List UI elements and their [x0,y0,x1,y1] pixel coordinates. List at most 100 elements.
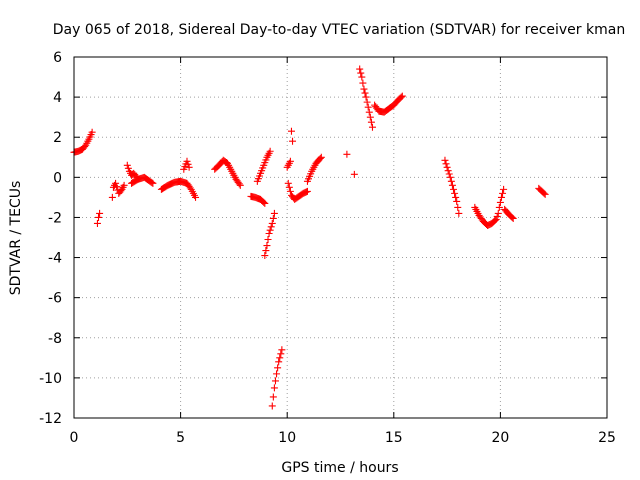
data-point-plus [445,170,453,178]
data-point-plus [368,123,376,131]
y-tick-label: -8 [48,331,62,347]
data-point-plus [263,242,271,250]
data-point-plus [316,154,324,162]
data-point-plus [454,203,462,211]
data-point-plus [271,377,279,385]
data-point-plus [265,229,273,237]
data-point-plus [275,358,283,366]
data-point-plus [268,219,276,227]
data-point-plus [289,137,297,145]
data-point-plus [261,199,269,207]
data-point-plus [93,219,101,227]
data-point-plus [443,163,451,171]
data-point-plus [455,209,463,217]
data-point-plus [112,179,120,187]
y-tick-label: -6 [48,291,62,307]
data-point-plus [95,213,103,221]
data-point-plus [491,216,499,224]
data-point-plus [367,118,375,126]
data-point-plus [343,150,351,158]
data-point-plus [350,170,358,178]
y-tick-label: 6 [53,50,62,66]
data-point-plus [108,193,116,201]
data-point-plus [499,189,507,197]
y-axis-title: SDTVAR / TECUs [8,181,24,296]
data-point-plus [495,203,503,211]
data-point-plus [273,370,281,378]
data-point-plus [363,98,371,106]
data-point-plus [356,65,364,73]
axis-ticks: 0 5 10 15 20 25 -12 -10 -8 -6 -4 -2 0 2 4 6 [39,50,616,446]
x-tick-label: 25 [598,430,616,446]
data-point-plus [266,147,274,155]
data-point-plus [452,193,460,201]
y-tick-label: -12 [39,411,62,427]
y-tick-label: -2 [48,210,62,226]
x-tick-label: 20 [491,430,509,446]
data-point-plus [148,179,156,187]
data-point-plus [358,73,366,81]
y-tick-label: -10 [39,371,62,387]
data-point-plus [397,93,405,101]
data-point-plus [88,128,96,136]
data-point-plus [453,197,461,205]
data-point-plus [447,177,455,185]
data-point-plus [496,198,504,206]
data-point-plus [236,181,244,189]
data-point-plus [317,153,325,161]
data-point-plus [270,384,278,392]
data-point-plus [365,108,373,116]
data-point-plus [286,187,294,195]
data-point-plus [149,179,157,187]
data-point-plus [268,402,276,410]
data-point-plus [113,183,121,191]
data-point-plus [267,223,275,231]
data-point-plus [123,161,131,169]
data-point-plus [359,79,367,87]
data-point-plus [366,113,374,121]
data-point-plus [287,127,295,135]
y-tick-label: 2 [53,130,62,146]
x-tick-label: 0 [70,430,79,446]
data-point-plus [441,156,449,164]
data-point-plus [398,92,406,100]
data-point-plus [286,157,294,165]
data-point-plus [509,214,517,222]
data-point-plus [284,179,292,187]
data-point-plus [262,247,270,255]
chart-title: Day 065 of 2018, Sidereal Day-to-day VTE… [53,22,625,38]
data-point-plus [270,209,278,217]
data-point-plus [303,187,311,195]
data-point-plus [493,212,501,220]
data-point-plus [183,157,191,165]
plot-frame [73,56,608,419]
data-point-plus [277,350,285,358]
data-point-plus [274,364,282,372]
data-point-plus [269,393,277,401]
data-point-plus [497,193,505,201]
data-point-plus [451,189,459,197]
y-tick-label: -4 [48,251,62,267]
x-tick-label: 5 [176,430,185,446]
data-point-plus [508,213,516,221]
data-point-plus [448,181,456,189]
x-axis-title: GPS time / hours [281,460,398,476]
data-point-plus [540,189,548,197]
data-point-plus [500,185,508,193]
data-point-plus [192,193,200,201]
grid [74,57,607,418]
data-point-plus [266,226,274,234]
data-marks [70,65,549,410]
data-point-plus [449,185,457,193]
data-point-plus [492,215,500,223]
data-point-plus [442,160,450,168]
x-tick-label: 10 [278,430,296,446]
data-point-plus [264,236,272,244]
y-tick-label: 0 [53,170,62,186]
data-point-plus [96,209,104,217]
data-point-plus [185,163,193,171]
data-point-plus [186,184,194,192]
data-point-plus [278,346,286,354]
data-point-plus [541,190,549,198]
data-point-plus [446,173,454,181]
